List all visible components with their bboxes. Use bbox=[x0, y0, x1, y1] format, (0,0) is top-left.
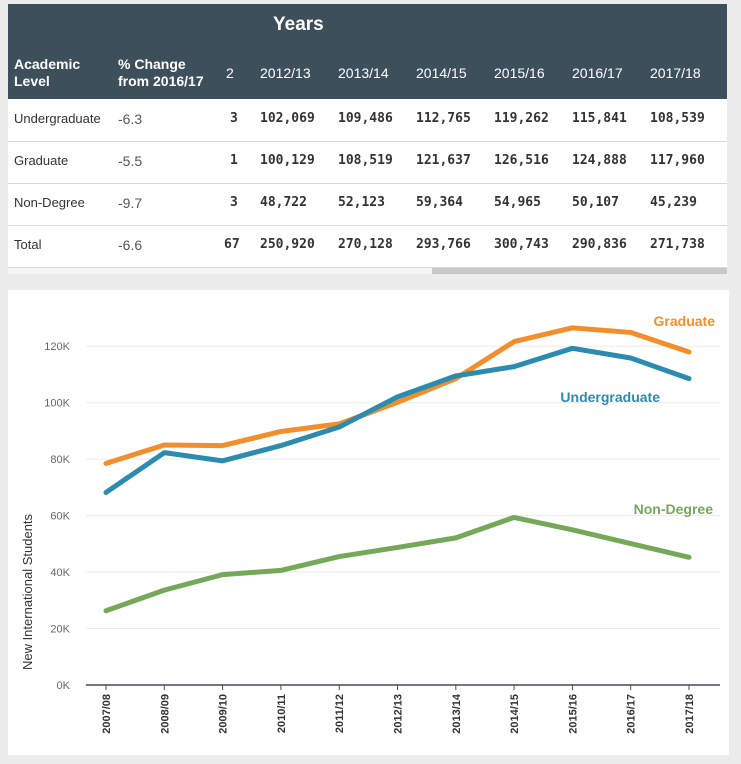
row-year-value: 124,888 bbox=[572, 153, 627, 168]
x-tick-label: 2013/14 bbox=[451, 693, 463, 734]
x-tick-label: 2016/17 bbox=[626, 694, 638, 734]
horizontal-scrollbar[interactable] bbox=[8, 268, 727, 274]
header-extra[interactable]: 2 bbox=[226, 65, 234, 81]
row-year-value: 271,738 bbox=[650, 237, 705, 252]
row-year-value: 50,107 bbox=[572, 195, 619, 210]
row-year-value: 126,516 bbox=[494, 153, 549, 168]
header-year-1[interactable]: 2012/13 bbox=[260, 65, 311, 81]
x-tick-label: 2017/18 bbox=[684, 694, 696, 734]
y-tick-label: 0K bbox=[57, 680, 71, 692]
row-year-value: 250,920 bbox=[260, 237, 315, 252]
y-axis-label: New International Students bbox=[20, 513, 35, 670]
row-year-value: 59,364 bbox=[416, 195, 463, 210]
y-tick-label: 60K bbox=[50, 511, 70, 523]
x-tick-label: 2007/08 bbox=[101, 694, 113, 734]
x-tick-label: 2015/16 bbox=[567, 694, 579, 734]
header-pct-change[interactable]: % Change from 2016/17 bbox=[118, 56, 204, 89]
header-year-4[interactable]: 2015/16 bbox=[494, 65, 545, 81]
header-year-3[interactable]: 2014/15 bbox=[416, 65, 467, 81]
row-label: Non-Degree bbox=[14, 195, 85, 210]
series-line-undergraduate[interactable] bbox=[103, 345, 692, 495]
scrollbar-thumb[interactable] bbox=[432, 268, 727, 274]
row-year-value: 45,239 bbox=[650, 195, 697, 210]
header-year-5[interactable]: 2016/17 bbox=[572, 65, 623, 81]
series-line-non-degree[interactable] bbox=[103, 514, 692, 614]
header-academic-level[interactable]: Academic Level bbox=[14, 56, 81, 89]
row-year-value: 119,262 bbox=[494, 111, 549, 126]
row-year-value: 115,841 bbox=[572, 111, 627, 126]
y-tick-label: 100K bbox=[44, 398, 70, 410]
row-year-value: 100,129 bbox=[260, 153, 315, 168]
row-extra-value: 67 bbox=[224, 237, 240, 252]
table-row: Total -6.6 67 250,920 270,128 293,766 300,743 2… bbox=[8, 225, 727, 268]
row-extra-value: 3 bbox=[230, 111, 238, 126]
row-year-value: 102,069 bbox=[260, 111, 315, 126]
row-year-value: 293,766 bbox=[416, 237, 471, 252]
row-label: Total bbox=[14, 237, 42, 252]
x-tick-label: 2009/10 bbox=[218, 694, 230, 734]
y-tick-label: 120K bbox=[44, 341, 70, 353]
series-line-graduate[interactable] bbox=[103, 325, 692, 466]
table-row: Graduate -5.5 1 100,129 108,519 121,637 126,51… bbox=[8, 141, 727, 184]
x-tick-label: 2011/12 bbox=[334, 694, 346, 733]
years-title: Years bbox=[273, 14, 324, 35]
row-year-value: 290,836 bbox=[572, 237, 627, 252]
row-year-value: 112,765 bbox=[416, 111, 471, 126]
table-row: Non-Degree -9.7 3 48,722 52,123 59,364 54,965 5… bbox=[8, 183, 727, 226]
row-year-value: 52,123 bbox=[338, 195, 385, 210]
table-row: Undergraduate -6.3 3 102,069 109,486 112,765 1… bbox=[8, 99, 727, 142]
header-year-2[interactable]: 2013/14 bbox=[338, 65, 389, 81]
chart-svg: 0K 20K 40K 60K 80K 100K 120K 2007/08 2008/09 200… bbox=[20, 313, 720, 734]
row-year-value: 108,539 bbox=[650, 111, 705, 126]
row-year-value: 108,519 bbox=[338, 153, 393, 168]
header-year-6[interactable]: 2017/18 bbox=[650, 65, 701, 81]
y-tick-label: 20K bbox=[50, 624, 70, 636]
series-label-undergraduate: Undergraduate bbox=[560, 389, 660, 405]
row-extra-value: 1 bbox=[230, 153, 238, 168]
row-extra-value: 3 bbox=[230, 195, 238, 210]
row-pct-change: -5.5 bbox=[118, 153, 143, 169]
x-tick-label: 2012/13 bbox=[393, 694, 405, 734]
row-pct-change: -6.3 bbox=[118, 111, 143, 127]
series-label-graduate: Graduate bbox=[654, 313, 716, 329]
row-year-value: 121,637 bbox=[416, 153, 471, 168]
row-pct-change: -9.7 bbox=[118, 195, 143, 211]
data-table: Years Academic Level % Change from 2016/… bbox=[8, 4, 727, 274]
row-year-value: 48,722 bbox=[260, 195, 307, 210]
row-year-value: 270,128 bbox=[338, 237, 393, 252]
row-label: Undergraduate bbox=[14, 111, 101, 126]
table-header: Years Academic Level % Change from 2016/… bbox=[8, 4, 727, 99]
y-tick-label: 40K bbox=[50, 567, 70, 579]
row-year-value: 54,965 bbox=[494, 195, 541, 210]
row-label: Graduate bbox=[14, 153, 69, 168]
y-tick-label: 80K bbox=[50, 454, 70, 466]
row-pct-change: -6.6 bbox=[118, 237, 143, 253]
row-year-value: 117,960 bbox=[650, 153, 705, 168]
x-tick-label: 2010/11 bbox=[276, 694, 288, 733]
x-tick-label: 2014/15 bbox=[509, 694, 521, 734]
series-label-non-degree: Non-Degree bbox=[634, 501, 714, 517]
line-chart: 0K 20K 40K 60K 80K 100K 120K 2007/08 2008/09 200… bbox=[8, 290, 729, 755]
row-year-value: 109,486 bbox=[338, 111, 393, 126]
x-tick-label: 2008/09 bbox=[159, 694, 171, 734]
row-year-value: 300,743 bbox=[494, 237, 549, 252]
